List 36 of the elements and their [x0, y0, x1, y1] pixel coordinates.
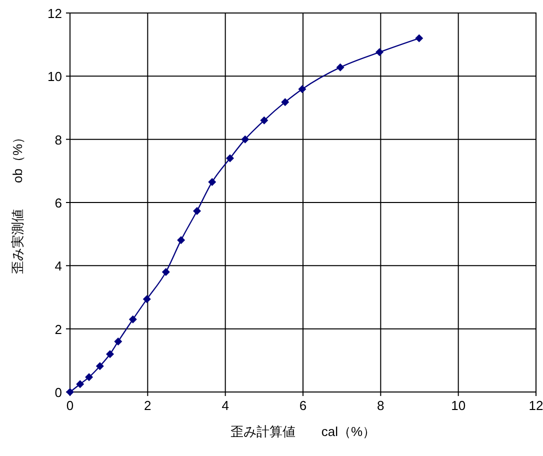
point	[114, 337, 122, 346]
point	[226, 154, 234, 162]
point	[208, 178, 216, 186]
point	[241, 135, 250, 144]
point	[96, 362, 104, 370]
x-axis-title: 歪み計算値 cal（%）	[230, 424, 376, 439]
y-tick-label: 4	[54, 258, 62, 274]
y-tick-label: 12	[48, 6, 62, 21]
y-tick-label: 10	[48, 69, 62, 84]
point	[192, 207, 201, 216]
y-tick-label: 6	[54, 196, 62, 210]
point	[281, 98, 290, 106]
x-tick-label: 8	[377, 398, 384, 413]
x-tick-label: 10	[451, 398, 466, 413]
y-tick-label: 8	[54, 132, 62, 148]
point	[298, 85, 306, 94]
point	[106, 350, 114, 358]
x-tick-label: 4	[222, 398, 229, 413]
x-tick-label: 12	[528, 398, 543, 413]
x-tick-label: 6	[299, 398, 307, 413]
point	[415, 34, 424, 42]
point	[177, 236, 186, 244]
point	[66, 388, 74, 396]
y-axis-title: 歪み実測値 ob（%）	[10, 130, 25, 274]
x-tick-label: 2	[144, 398, 152, 413]
point	[128, 315, 137, 324]
point	[76, 380, 84, 388]
x-tick-label: 0	[66, 398, 74, 413]
point	[142, 295, 151, 304]
point	[260, 116, 268, 124]
point	[85, 373, 94, 382]
point	[162, 268, 170, 276]
point	[376, 48, 384, 56]
y-tick-label: 0	[54, 385, 62, 400]
y-tick-label: 2	[54, 322, 62, 337]
point	[336, 63, 344, 72]
